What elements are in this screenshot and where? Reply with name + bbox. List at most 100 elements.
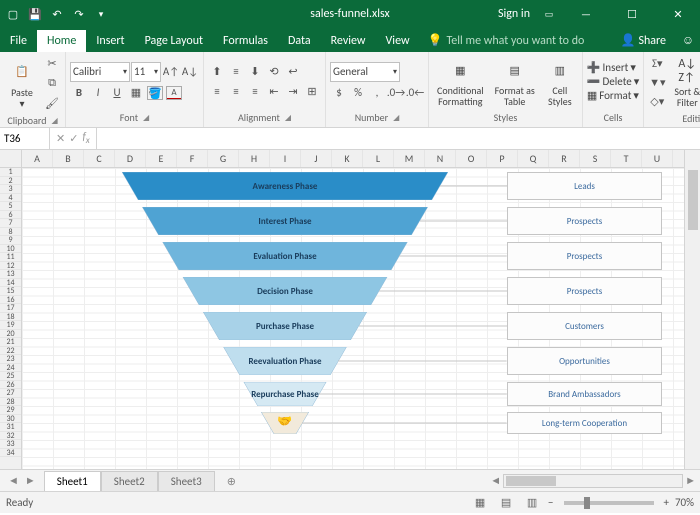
funnel-side-label[interactable]: Prospects bbox=[507, 277, 662, 305]
decrease-indent-button[interactable]: ⇤ bbox=[265, 83, 283, 101]
column-header[interactable]: N bbox=[425, 150, 456, 167]
share-button[interactable]: 👤 Share bbox=[610, 29, 676, 52]
sheet-tab[interactable]: Sheet1 bbox=[44, 471, 101, 491]
cell-area[interactable]: Awareness PhaseLeadsInterest PhaseProspe… bbox=[22, 168, 684, 469]
bold-button[interactable]: B bbox=[70, 84, 88, 102]
column-header[interactable]: F bbox=[177, 150, 208, 167]
column-header[interactable]: D bbox=[115, 150, 146, 167]
tab-review[interactable]: Review bbox=[321, 30, 376, 52]
clipboard-launcher-icon[interactable]: ◢ bbox=[51, 116, 57, 126]
tab-page-layout[interactable]: Page Layout bbox=[135, 30, 213, 52]
column-header[interactable]: T bbox=[611, 150, 642, 167]
column-header[interactable]: R bbox=[549, 150, 580, 167]
name-box[interactable]: T36 bbox=[0, 128, 50, 149]
qat-customize-icon[interactable]: ▾ bbox=[92, 5, 110, 23]
funnel-side-label[interactable]: Prospects bbox=[507, 207, 662, 235]
column-headers[interactable]: ABCDEFGHIJKLMNOPQRSTU bbox=[22, 150, 684, 168]
percent-format-button[interactable]: % bbox=[349, 84, 367, 102]
fill-color-button[interactable]: 🪣 bbox=[146, 84, 164, 102]
column-header[interactable]: H bbox=[239, 150, 270, 167]
sheet-nav-prev-icon[interactable]: ◄ bbox=[8, 474, 19, 487]
cancel-formula-icon[interactable]: ✕ bbox=[56, 132, 65, 145]
clear-button[interactable]: ◇▾ bbox=[648, 92, 666, 110]
ribbon-display-icon[interactable]: ▭ bbox=[540, 5, 558, 23]
align-right-button[interactable]: ≡ bbox=[246, 83, 264, 101]
column-header[interactable]: L bbox=[363, 150, 394, 167]
row-headers[interactable]: 1234567891011121314151617181920212223242… bbox=[0, 168, 22, 469]
column-header[interactable]: C bbox=[84, 150, 115, 167]
alignment-launcher-icon[interactable]: ◢ bbox=[285, 113, 291, 123]
tab-formulas[interactable]: Formulas bbox=[213, 30, 278, 52]
sheet-nav-next-icon[interactable]: ► bbox=[25, 474, 36, 487]
sheet-tab[interactable]: Sheet3 bbox=[158, 471, 215, 491]
sheet-tab[interactable]: Sheet2 bbox=[101, 471, 158, 491]
zoom-level[interactable]: 70% bbox=[675, 496, 694, 509]
funnel-side-label[interactable]: Leads bbox=[507, 172, 662, 200]
orientation-button[interactable]: ⟲ bbox=[265, 63, 283, 81]
tab-insert[interactable]: Insert bbox=[86, 30, 134, 52]
delete-cells-button[interactable]: ➖Delete ▾ bbox=[587, 75, 639, 88]
column-header[interactable]: M bbox=[394, 150, 425, 167]
insert-cells-button[interactable]: ➕Insert ▾ bbox=[587, 61, 636, 74]
align-middle-button[interactable]: ≡ bbox=[227, 63, 245, 81]
add-sheet-button[interactable]: ⊕ bbox=[215, 472, 248, 491]
column-header[interactable]: E bbox=[146, 150, 177, 167]
close-button[interactable]: ✕ bbox=[660, 0, 696, 28]
shrink-font-button[interactable]: A↓ bbox=[181, 63, 199, 81]
minimize-button[interactable]: — bbox=[568, 0, 604, 28]
cell-styles-button[interactable]: ▥Cell Styles bbox=[542, 54, 578, 109]
conditional-formatting-button[interactable]: ▦Conditional Formatting bbox=[433, 54, 488, 109]
font-size-select[interactable]: 11 ▾ bbox=[131, 62, 161, 82]
font-color-button[interactable]: A bbox=[165, 84, 183, 102]
sort-filter-button[interactable]: A↓Z↑Sort & Filter bbox=[669, 55, 700, 110]
column-header[interactable]: G bbox=[208, 150, 239, 167]
fx-icon[interactable]: fx bbox=[82, 130, 89, 146]
cut-button[interactable]: ✂ bbox=[43, 54, 61, 72]
funnel-side-label[interactable]: Opportunities bbox=[507, 347, 662, 375]
column-header[interactable]: P bbox=[487, 150, 518, 167]
font-launcher-icon[interactable]: ◢ bbox=[143, 113, 149, 123]
column-header[interactable]: I bbox=[270, 150, 301, 167]
zoom-in-button[interactable]: + bbox=[664, 496, 669, 509]
zoom-slider[interactable] bbox=[564, 501, 654, 505]
column-header[interactable]: O bbox=[456, 150, 487, 167]
fill-button[interactable]: ▼▾ bbox=[648, 73, 666, 91]
font-family-select[interactable]: Calibri ▾ bbox=[70, 62, 130, 82]
paste-button[interactable]: 📋 Paste▾ bbox=[4, 56, 40, 111]
zoom-out-button[interactable]: − bbox=[548, 496, 553, 509]
column-header[interactable]: Q bbox=[518, 150, 549, 167]
wrap-text-button[interactable]: ↩ bbox=[284, 63, 302, 81]
comma-format-button[interactable]: , bbox=[368, 84, 386, 102]
maximize-button[interactable]: ☐ bbox=[614, 0, 650, 28]
column-header[interactable]: U bbox=[642, 150, 673, 167]
funnel-side-label[interactable]: Customers bbox=[507, 312, 662, 340]
autosum-button[interactable]: Σ▾ bbox=[648, 54, 666, 72]
undo-icon[interactable]: ↶ bbox=[48, 5, 66, 23]
align-center-button[interactable]: ≡ bbox=[227, 83, 245, 101]
underline-button[interactable]: U bbox=[108, 84, 126, 102]
align-top-button[interactable]: ⬆ bbox=[208, 63, 226, 81]
merge-button[interactable]: ⊞ bbox=[303, 83, 321, 101]
italic-button[interactable]: I bbox=[89, 84, 107, 102]
enter-formula-icon[interactable]: ✓ bbox=[69, 132, 78, 145]
number-launcher-icon[interactable]: ◢ bbox=[393, 113, 399, 123]
accounting-format-button[interactable]: $ bbox=[330, 84, 348, 102]
redo-icon[interactable]: ↷ bbox=[70, 5, 88, 23]
autosave-icon[interactable]: ▢ bbox=[4, 5, 22, 23]
funnel-side-label[interactable]: Prospects bbox=[507, 242, 662, 270]
border-button[interactable]: ▦ bbox=[127, 84, 145, 102]
tell-me-search[interactable]: 💡 Tell me what you want to do bbox=[420, 29, 611, 52]
column-header[interactable]: B bbox=[53, 150, 84, 167]
row-header[interactable]: 34 bbox=[0, 449, 21, 458]
column-header[interactable]: A bbox=[22, 150, 53, 167]
vertical-scrollbar[interactable] bbox=[684, 150, 700, 469]
hscroll-left-icon[interactable]: ◄ bbox=[490, 474, 501, 487]
increase-decimal-button[interactable]: .0→ bbox=[387, 84, 405, 102]
sign-in-link[interactable]: Sign in bbox=[498, 7, 530, 21]
column-header[interactable]: J bbox=[301, 150, 332, 167]
column-header[interactable]: S bbox=[580, 150, 611, 167]
tab-data[interactable]: Data bbox=[278, 30, 321, 52]
funnel-chart[interactable]: Awareness PhaseLeadsInterest PhaseProspe… bbox=[122, 172, 662, 462]
feedback-button[interactable]: ☺ bbox=[676, 29, 700, 52]
format-painter-button[interactable]: 🖌 bbox=[43, 94, 61, 112]
